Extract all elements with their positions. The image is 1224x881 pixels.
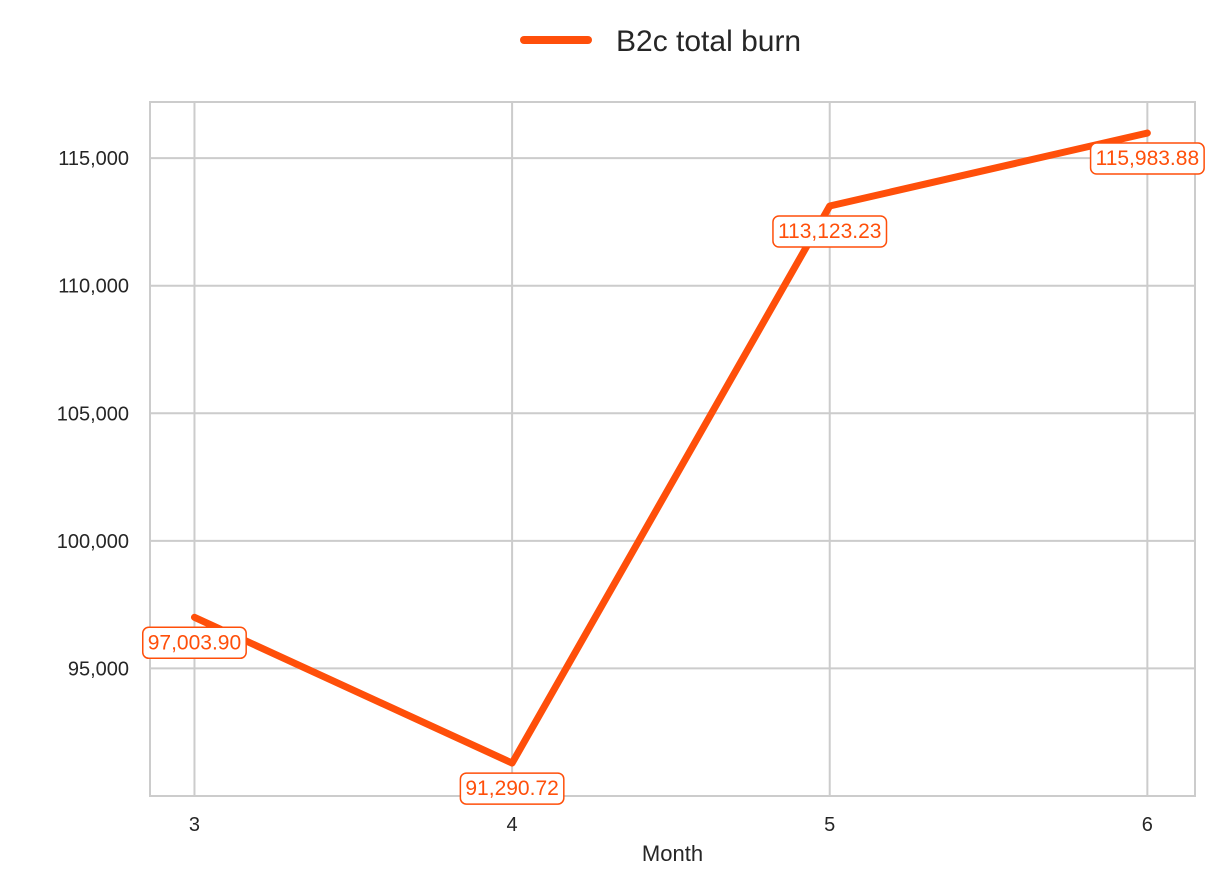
legend-label: B2c total burn (616, 25, 801, 58)
data-labels: 97,003.90 91,290.72 113,123.23 115,983.88 (141, 142, 1205, 805)
x-tick-label: 3 (189, 814, 200, 836)
series-group (190, 129, 1151, 767)
data-label: 97,003.90 (141, 626, 247, 660)
series-line (190, 129, 1151, 767)
x-tick-label: 6 (1142, 814, 1153, 836)
plot-frame (149, 101, 1196, 797)
y-tick-label: 115,000 (58, 148, 129, 170)
y-tick-label: 105,000 (57, 403, 129, 425)
data-label: 115,983.88 (1089, 142, 1205, 175)
y-tick-label: 110,000 (58, 276, 129, 298)
y-tick-label: 100,000 (57, 531, 129, 553)
legend: B2c total burn (520, 25, 801, 58)
x-axis-ticks: 3 4 5 6 (189, 814, 1153, 836)
data-label-box (459, 772, 565, 805)
data-label-text: 97,003.90 (148, 631, 241, 654)
x-tick-label: 5 (824, 814, 835, 836)
data-label-box (1089, 142, 1205, 175)
data-label-box (772, 215, 888, 248)
data-label-box (141, 626, 247, 660)
x-axis-label: Month (642, 841, 703, 866)
grid-lines (150, 102, 1195, 796)
data-label: 91,290.72 (459, 772, 565, 805)
data-label: 113,123.23 (772, 215, 888, 248)
y-axis-ticks: 95,000 100,000 105,000 110,000 115,000 (57, 148, 129, 680)
y-tick-label: 95,000 (68, 658, 129, 680)
data-label-text: 91,290.72 (465, 777, 558, 800)
data-label-text: 115,983.88 (1096, 147, 1200, 170)
data-label-text: 113,123.23 (778, 220, 882, 243)
x-tick-label: 4 (507, 814, 518, 836)
